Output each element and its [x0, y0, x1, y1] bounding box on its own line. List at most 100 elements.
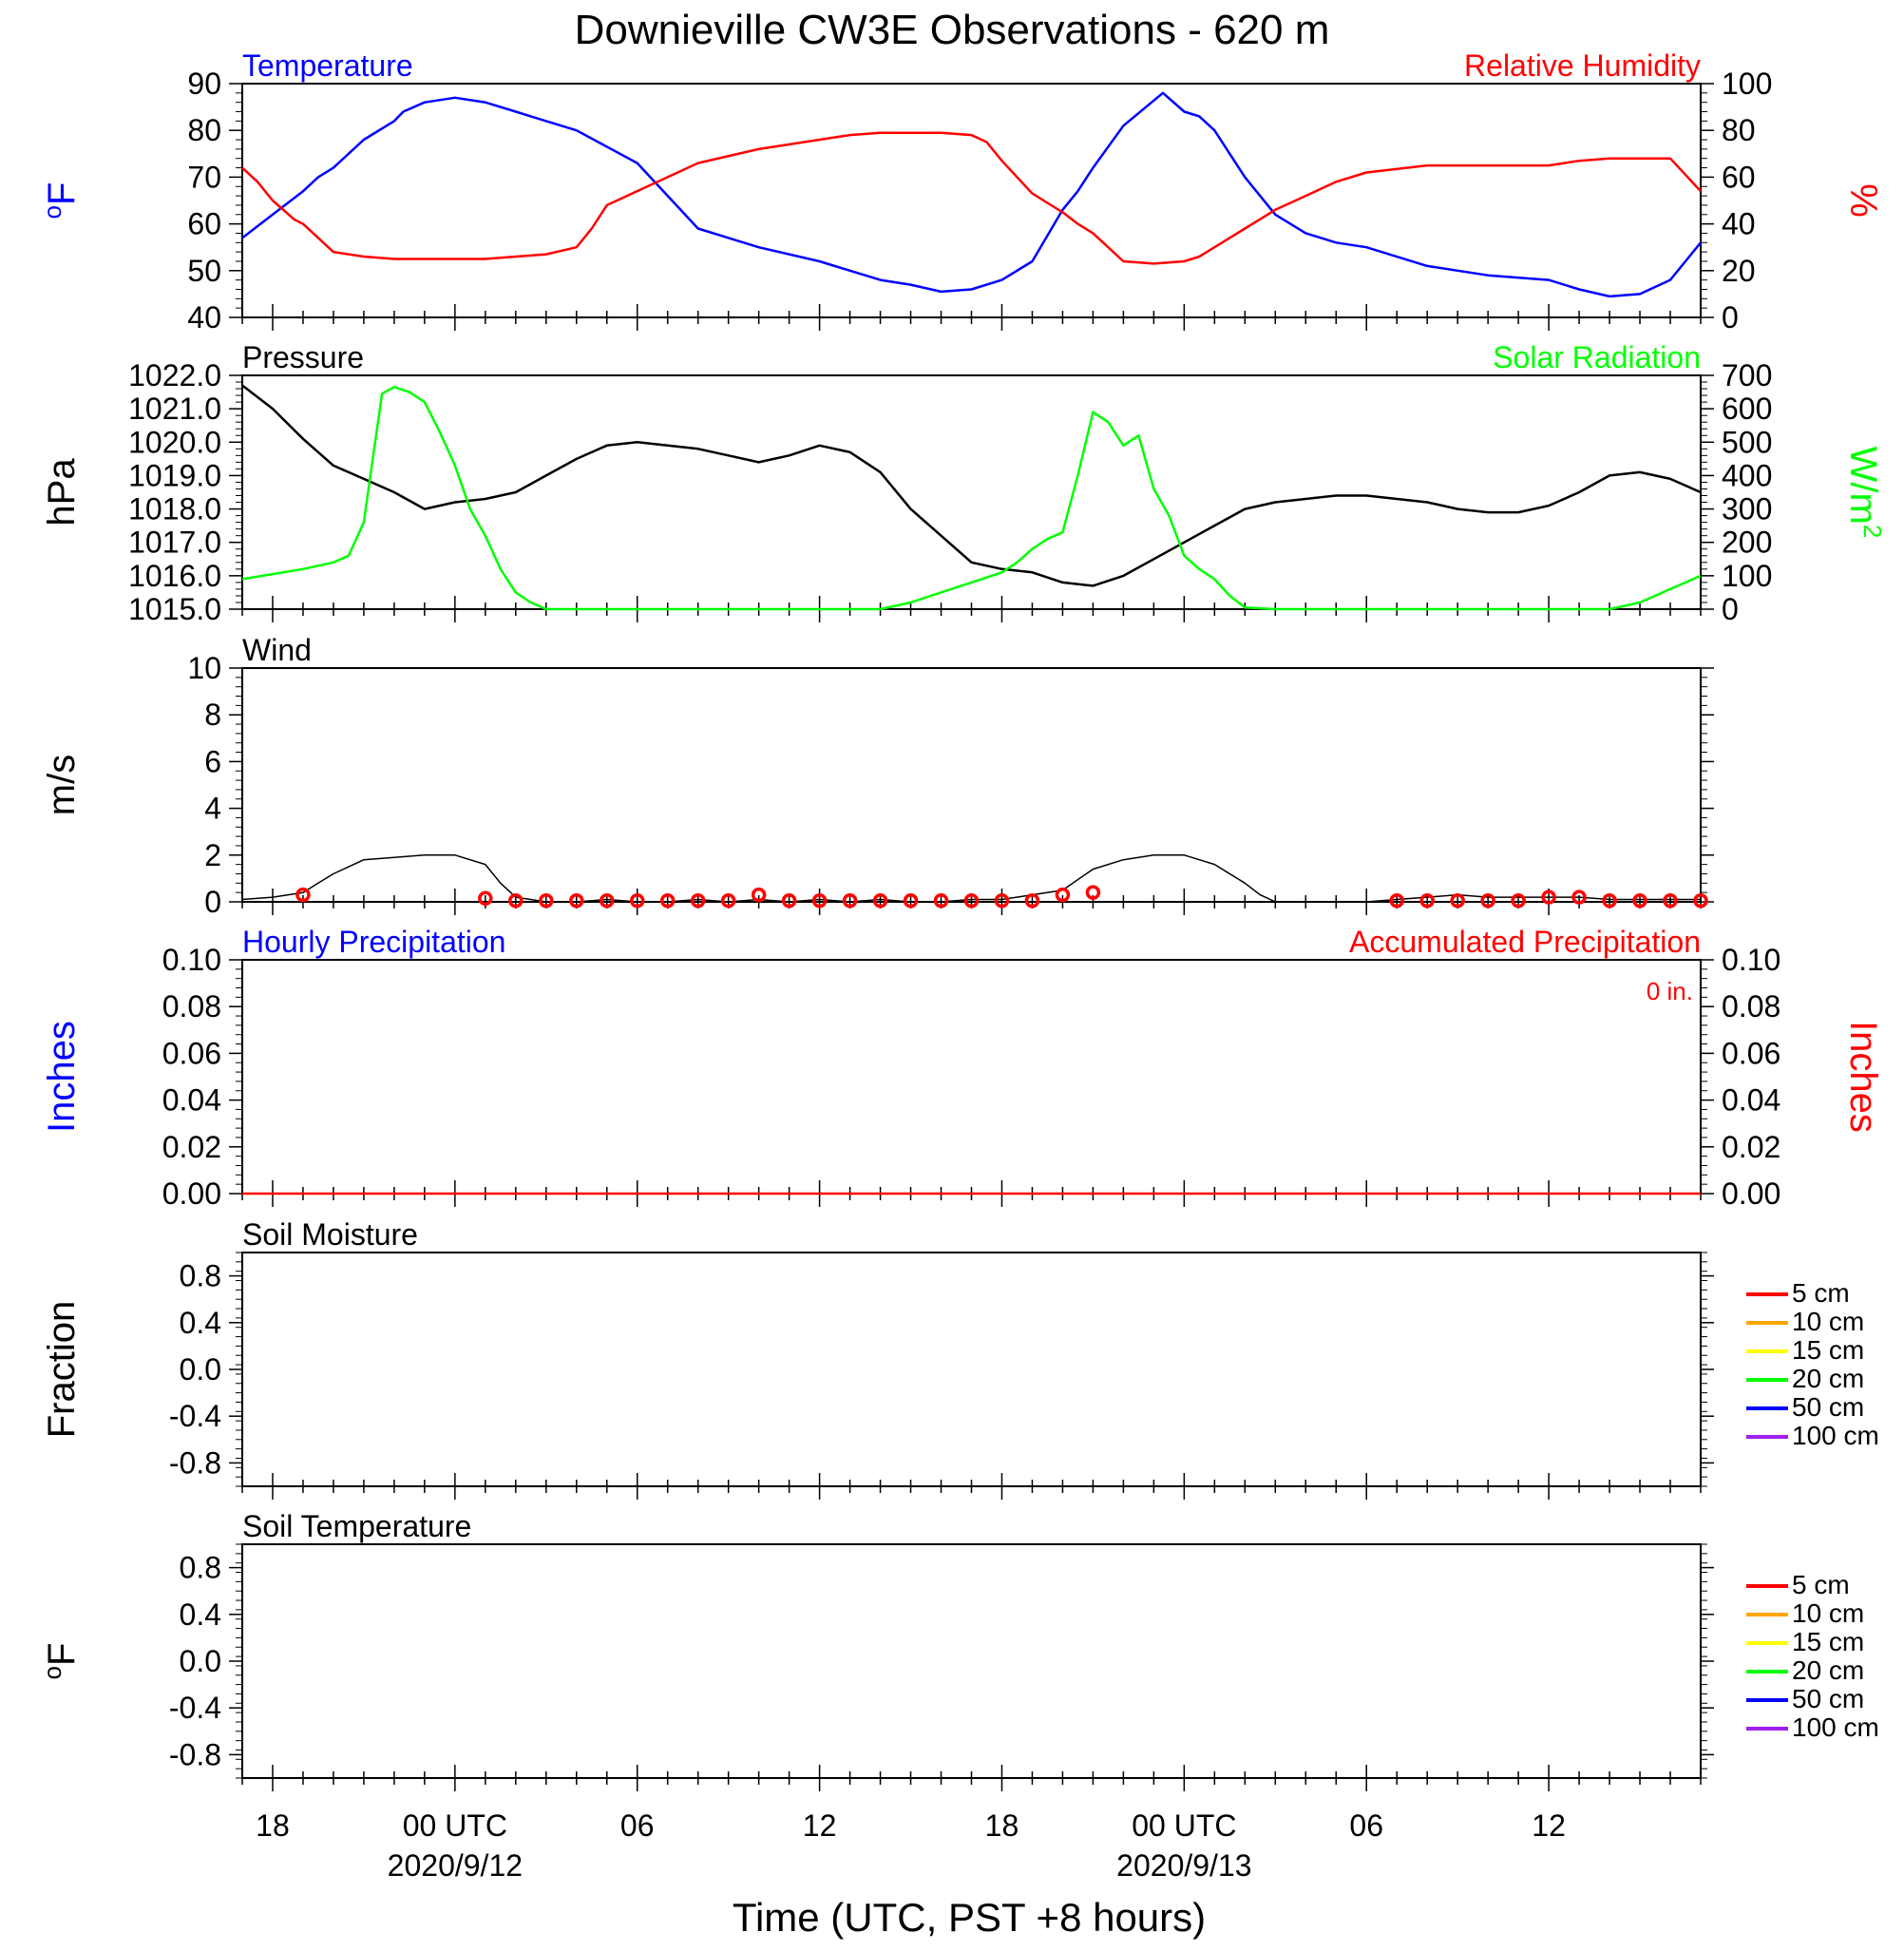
plot-frame	[241, 1543, 1702, 1779]
x-tick-label: 18	[985, 1808, 1019, 1843]
y-tick-label-right: 400	[1722, 458, 1772, 492]
y-tick-label-left: 0.08	[162, 989, 221, 1023]
y-tick-label-right: 0	[1722, 300, 1739, 335]
legend-label: 15 cm	[1792, 1627, 1864, 1656]
wind-marker	[720, 893, 736, 909]
wind-marker	[1055, 887, 1071, 903]
y-tick-label-left: -0.4	[169, 1399, 221, 1433]
wind-marker	[1541, 889, 1556, 905]
y-tick-label-right: 60	[1722, 160, 1756, 194]
panel-title-left: Pressure	[242, 340, 364, 374]
wind-marker	[1663, 893, 1678, 909]
y-tick-label-left: 0.8	[180, 1551, 221, 1585]
legend-label: 20 cm	[1792, 1655, 1864, 1685]
y-tick-label-left: 1017.0	[128, 526, 221, 560]
wind-marker	[1511, 893, 1526, 909]
y-tick-label-left: 60	[187, 207, 221, 241]
series-line-pressure	[241, 384, 1702, 587]
y-tick-label-left: 0.04	[162, 1083, 221, 1118]
y-tick-label-left: 0.4	[180, 1597, 221, 1632]
y-tick-label-left: 1019.0	[128, 458, 221, 492]
y-tick-label-left: 0.10	[162, 943, 221, 977]
wind-marker	[295, 887, 311, 903]
y-tick-label-right: 0	[1722, 592, 1739, 626]
y-axis-label-right: W/m2	[1842, 447, 1887, 539]
legend-label: 5 cm	[1792, 1278, 1850, 1308]
y-tick-label-left: 1018.0	[128, 492, 221, 526]
wind-marker	[963, 893, 980, 909]
y-axis-label-right: Inches	[1842, 1021, 1884, 1133]
wind-marker	[903, 893, 919, 909]
y-tick-label-left: 0.00	[162, 1176, 221, 1211]
legend-label: 10 cm	[1792, 1598, 1864, 1628]
wind-marker	[781, 893, 797, 909]
y-axis-label-left: hPa	[41, 458, 83, 526]
wind-marker	[994, 893, 1010, 909]
wind-marker	[1602, 893, 1617, 909]
y-tick-label-right: 20	[1722, 254, 1756, 288]
y-tick-label-left: 1020.0	[128, 425, 221, 459]
wind-marker	[1024, 893, 1040, 909]
y-tick-label-left: 80	[187, 113, 221, 147]
y-tick-label-right: 0.06	[1722, 1036, 1780, 1070]
plot-frame	[241, 1252, 1702, 1487]
panel-title-left: Temperature	[242, 48, 413, 83]
wind-marker	[842, 893, 858, 909]
y-tick-label-left: 1015.0	[128, 592, 221, 626]
wind-marker	[569, 893, 584, 909]
wind-marker	[629, 893, 645, 909]
y-tick-label-right: 0.02	[1722, 1130, 1780, 1164]
panel-pressure-solar: 1015.01016.01017.01018.01019.01020.01021…	[41, 340, 1887, 626]
y-tick-label-left: 0.0	[180, 1644, 221, 1678]
y-tick-label-left: 2	[204, 838, 221, 872]
y-tick-label-left: 6	[204, 744, 221, 778]
y-tick-label-right: 500	[1722, 425, 1772, 459]
y-tick-label-left: 90	[187, 67, 221, 101]
wind-marker	[933, 893, 949, 909]
y-tick-label-left: 8	[204, 698, 221, 732]
y-tick-label-right: 0.04	[1722, 1083, 1780, 1118]
y-tick-label-left: 0.8	[180, 1259, 221, 1293]
legend-label: 50 cm	[1792, 1392, 1864, 1422]
series-line-solar-radiation	[241, 386, 1702, 611]
panel-title-left: Soil Temperature	[242, 1509, 471, 1543]
wind-marker	[1450, 893, 1465, 909]
degree-mark: o	[38, 1666, 67, 1679]
plot-frame	[241, 667, 1702, 903]
x-tick-date-label: 2020/9/12	[388, 1848, 523, 1883]
panel-wind: 0 2 4 6 8 10 Wind m/s	[41, 633, 1714, 919]
y-tick-label-left: 1016.0	[128, 559, 221, 593]
wind-marker	[1571, 889, 1587, 905]
y-tick-label-left: 4	[204, 792, 221, 826]
y-tick-label-right: 700	[1722, 358, 1772, 392]
x-tick-label: 00 UTC	[403, 1808, 507, 1843]
legend-label: 5 cm	[1792, 1570, 1850, 1599]
degree-mark: o	[38, 205, 67, 219]
wind-marker	[1085, 885, 1101, 900]
y-axis-label-left: Inches	[41, 1021, 83, 1133]
wind-marker	[1389, 893, 1404, 909]
y-tick-label-left: 10	[187, 651, 221, 685]
panel-precipitation: 0.00 0.02 0.04 0.06 0.08 0.10 0.00 0.02 0.04 0.06…	[41, 925, 1884, 1211]
x-tick-label: 00 UTC	[1132, 1808, 1236, 1843]
panel-title-right: Relative Humidity	[1464, 48, 1701, 83]
series-line-relative-humidity	[241, 131, 1702, 265]
wind-marker	[478, 890, 493, 907]
y-tick-label-left: 1021.0	[128, 392, 221, 426]
y-tick-label-left: 0	[204, 885, 221, 919]
unit-letter: F	[41, 1643, 83, 1666]
panel-title-right: Accumulated Precipitation	[1349, 925, 1701, 959]
unit-letter: F	[41, 182, 83, 205]
wind-marker	[539, 893, 554, 909]
series-line-temperature	[241, 91, 1702, 298]
y-tick-label-right: 80	[1722, 113, 1756, 147]
x-tick-label: 06	[620, 1808, 655, 1843]
x-tick-label: 12	[803, 1808, 837, 1843]
panel-title-left: Wind	[242, 633, 312, 667]
legend-label: 100 cm	[1792, 1421, 1879, 1450]
y-axis-label-right-text: W/m	[1842, 447, 1884, 525]
y-tick-label-right: 0.10	[1722, 943, 1780, 977]
plot-frame	[241, 374, 1702, 610]
